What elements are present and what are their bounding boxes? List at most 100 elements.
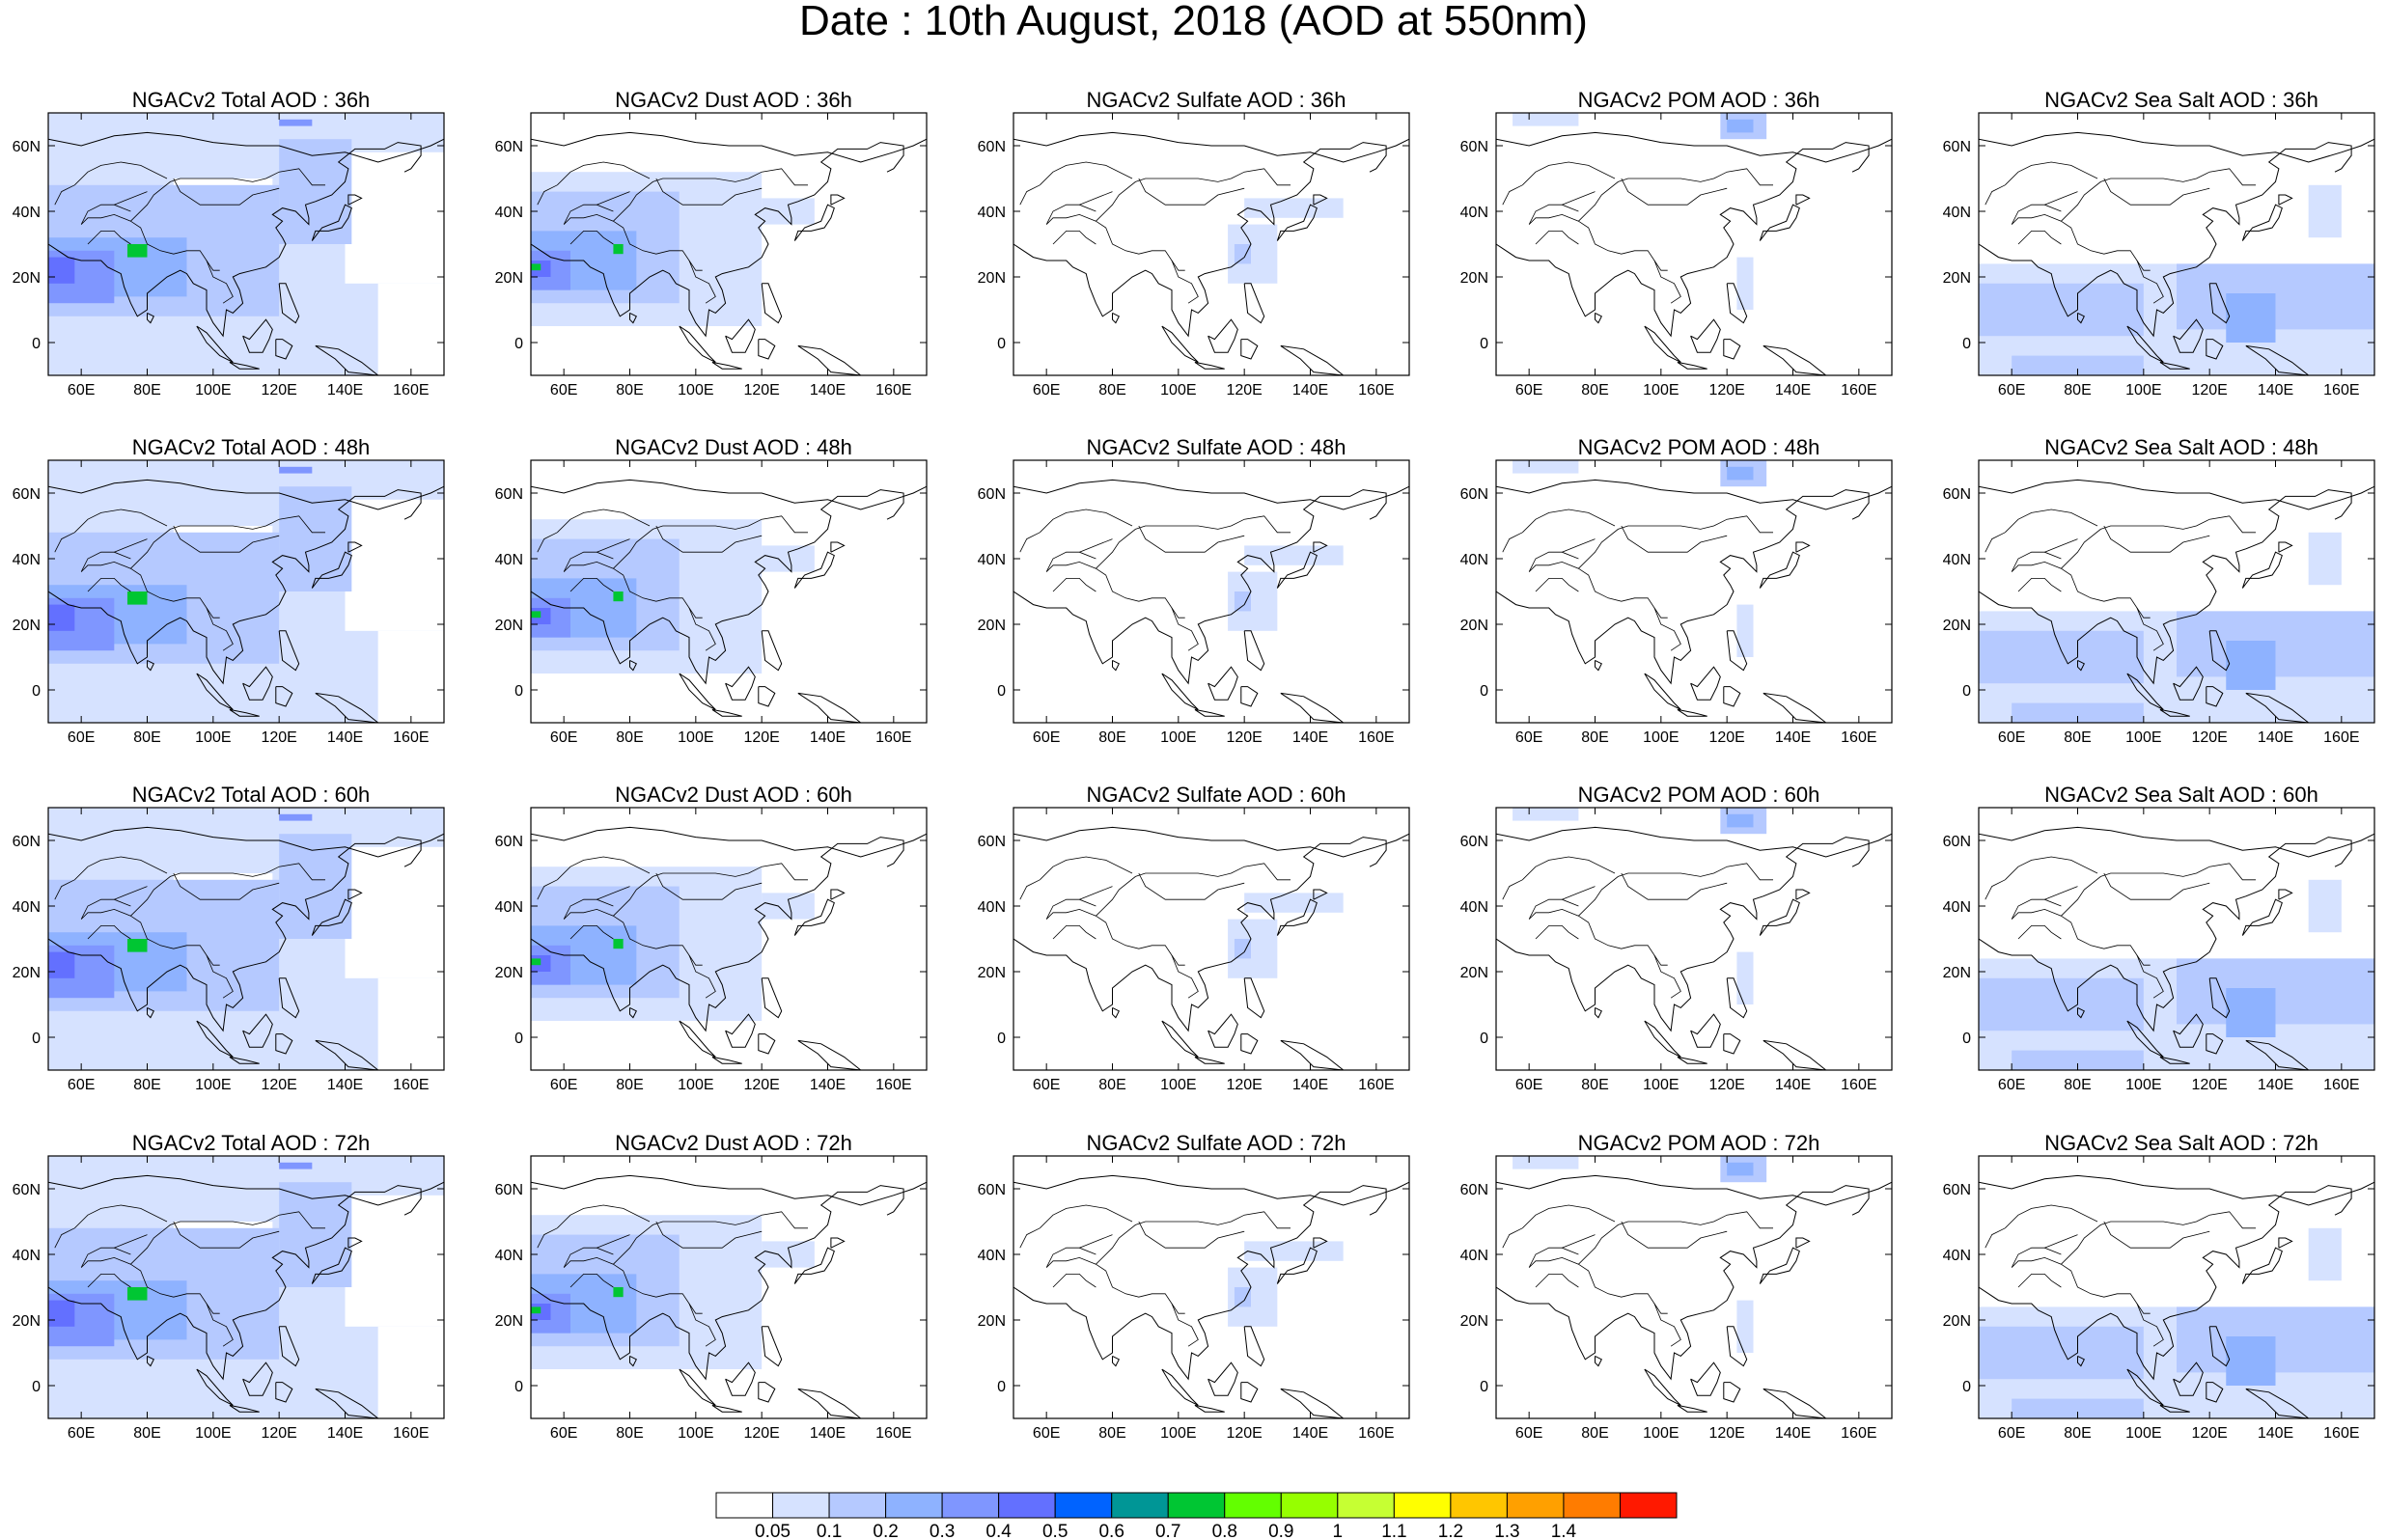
lon-tick-label: 120E xyxy=(1708,382,1744,399)
map-frame xyxy=(1013,459,1410,724)
colorbar-swatch xyxy=(998,1492,1056,1519)
coastline xyxy=(275,339,293,360)
map-plot: 60E 80E 100E 120E 140E 160E 60N 40N 20N 0 xyxy=(1460,1155,1893,1442)
aod-field-patch xyxy=(377,977,444,1070)
aod-field-patch xyxy=(1234,939,1251,959)
map-plot: 60E 80E 100E 120E 140E 160E 60N 40N 20N 0 xyxy=(1460,112,1893,399)
lat-tick-label: 0 xyxy=(1480,336,1488,352)
country-border xyxy=(206,607,234,651)
coastline xyxy=(1759,898,1800,936)
lon-tick-label: 80E xyxy=(1581,1425,1608,1442)
country-border xyxy=(2017,578,2062,592)
coastline xyxy=(1759,1247,1800,1284)
coastline xyxy=(147,312,154,324)
lon-tick-label: 100E xyxy=(1160,1425,1196,1442)
coastline xyxy=(2241,551,2283,589)
coastline xyxy=(275,686,293,707)
lat-tick-label: 60N xyxy=(1943,1182,1971,1198)
colorbar-label: 0.6 xyxy=(1098,1522,1124,1540)
map-panel-sulfate-3: NGACv2 Sulfate AOD : 72h 60E 80E 100E 120E 14… xyxy=(965,1133,1448,1473)
country-border xyxy=(2011,898,2062,920)
lat-tick-label: 20N xyxy=(1943,618,1971,634)
panel-title: NGACv2 Sulfate AOD : 60h xyxy=(1086,783,1346,807)
coastline xyxy=(2126,673,2164,710)
lon-tick-label: 60E xyxy=(1515,729,1542,746)
country-border xyxy=(1522,856,1616,881)
coastline xyxy=(679,1020,716,1058)
lon-tick-label: 60E xyxy=(1033,382,1060,399)
lon-tick-label: 140E xyxy=(2258,382,2293,399)
map-frame xyxy=(47,807,445,1071)
aod-field-patch xyxy=(531,958,541,966)
lat-tick-label: 0 xyxy=(997,683,1006,700)
coastline xyxy=(315,344,379,375)
country-border xyxy=(655,178,763,206)
panel-title: NGACv2 Sea Salt AOD : 72h xyxy=(2044,1131,2318,1155)
country-border xyxy=(1096,168,1291,222)
lon-tick-label: 120E xyxy=(2191,729,2227,746)
colorbar-swatch xyxy=(1111,1492,1169,1519)
panel-title: NGACv2 Sea Salt AOD : 48h xyxy=(2044,435,2318,459)
lon-tick-label: 160E xyxy=(1358,1077,1394,1093)
coastline xyxy=(761,283,783,324)
country-border xyxy=(1045,908,1185,966)
coastline xyxy=(2077,1006,2085,1019)
aod-field-patch xyxy=(377,1326,444,1418)
lon-tick-label: 80E xyxy=(1098,1077,1125,1093)
coastline xyxy=(311,204,352,241)
lat-tick-label: 40N xyxy=(495,899,523,916)
lat-tick-label: 40N xyxy=(13,1248,41,1264)
map-frame xyxy=(530,459,928,724)
country-border xyxy=(206,1303,234,1347)
coastline xyxy=(2173,318,2204,353)
coastline xyxy=(1979,479,2374,510)
aod-field-patch xyxy=(1513,460,1579,474)
lon-tick-label: 120E xyxy=(261,382,296,399)
coastline xyxy=(1112,1006,1120,1019)
coastline xyxy=(229,1056,260,1064)
aod-field-patch xyxy=(279,813,313,821)
coastline xyxy=(761,630,783,672)
map-panel-pom-3: NGACv2 POM AOD : 72h 60E 80E 100E 120E 140E 16… xyxy=(1448,1133,1930,1473)
country-border xyxy=(130,515,325,569)
coastline xyxy=(196,673,234,710)
lat-tick-label: 0 xyxy=(32,1379,41,1395)
lon-tick-label: 120E xyxy=(261,729,296,746)
country-border xyxy=(563,1247,614,1268)
coastline xyxy=(2077,312,2085,324)
colorbar-label: 1.3 xyxy=(1494,1522,1519,1540)
aod-field-patch xyxy=(1513,808,1579,821)
map-plot: 60E 80E 100E 120E 140E 160E 60N 40N 20N 0 xyxy=(978,459,1410,746)
lat-tick-label: 20N xyxy=(1460,618,1488,634)
colorbar-label: 0.9 xyxy=(1268,1522,1293,1540)
lon-tick-label: 60E xyxy=(1033,1425,1060,1442)
coastline xyxy=(347,194,363,206)
coastline xyxy=(1243,630,1265,672)
coastline xyxy=(278,283,300,324)
country-border xyxy=(1522,161,1616,186)
colorbar-label: 1 xyxy=(1333,1522,1344,1540)
aod-field-patch xyxy=(531,1306,541,1314)
lon-tick-label: 100E xyxy=(1160,729,1196,746)
coastline xyxy=(1690,318,1721,353)
lat-tick-label: 20N xyxy=(13,965,41,981)
coastline xyxy=(531,489,904,685)
coastline xyxy=(1276,1247,1318,1284)
colorbar-swatch xyxy=(1393,1492,1452,1519)
lon-tick-label: 80E xyxy=(133,1077,160,1093)
lon-tick-label: 80E xyxy=(616,1077,643,1093)
coastline xyxy=(2278,541,2293,553)
coastline xyxy=(1194,708,1225,717)
aod-field-patch xyxy=(2226,641,2276,690)
country-border xyxy=(1502,879,1523,900)
map-panel-sulfate-2: NGACv2 Sulfate AOD : 60h 60E 80E 100E 120E 14… xyxy=(965,784,1448,1125)
panel-title: NGACv2 Dust AOD : 36h xyxy=(615,88,852,112)
coastline xyxy=(830,194,846,206)
coastline xyxy=(1595,312,1602,324)
lat-tick-label: 60N xyxy=(495,1182,523,1198)
coastline xyxy=(629,1006,637,1019)
lon-tick-label: 60E xyxy=(1515,1425,1542,1442)
aod-field-patch xyxy=(1736,257,1754,310)
country-border xyxy=(54,184,75,206)
lon-tick-label: 140E xyxy=(327,1077,363,1093)
